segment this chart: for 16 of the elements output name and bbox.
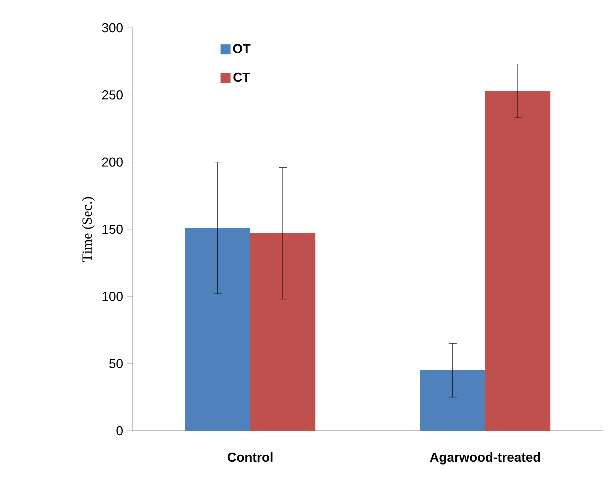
legend-label: CT bbox=[234, 72, 250, 82]
y-tick-label: 0 bbox=[116, 426, 123, 436]
y-axis-title: Time (Sec.) bbox=[82, 197, 95, 262]
y-tick-label: 150 bbox=[102, 224, 123, 234]
bar bbox=[420, 370, 486, 431]
y-tick-label: 300 bbox=[102, 23, 123, 33]
bar bbox=[486, 91, 551, 431]
bar bbox=[250, 234, 316, 431]
y-tick-label: 100 bbox=[102, 292, 123, 302]
x-tick-label: Agarwood-treated bbox=[430, 452, 540, 465]
y-tick-label: 50 bbox=[110, 359, 123, 368]
y-tick-label: 200 bbox=[102, 158, 123, 167]
x-tick-label: Control bbox=[228, 452, 273, 462]
bar bbox=[185, 228, 250, 431]
y-tick-label: 250 bbox=[102, 90, 123, 100]
legend-label: OT bbox=[233, 44, 251, 54]
